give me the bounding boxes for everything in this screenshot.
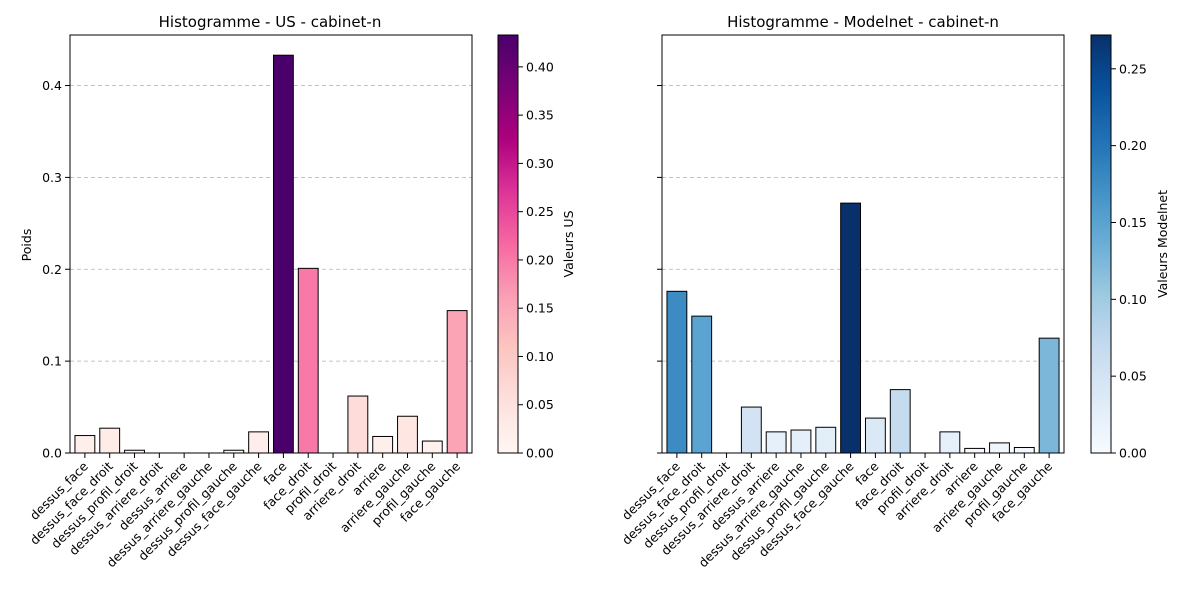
bar-dessus_arriere_droit bbox=[740, 406, 762, 454]
bar-dessus_face bbox=[666, 290, 688, 454]
bar-face_gauche bbox=[1038, 337, 1060, 454]
colorbar-tick-label: 0.15 bbox=[526, 301, 554, 316]
grid-lines bbox=[662, 85, 1064, 362]
colorbar-tick-label: 0.00 bbox=[526, 446, 554, 461]
bar-face bbox=[272, 54, 294, 454]
colorbar-tick-label: 0.30 bbox=[526, 156, 554, 171]
bar-face_droit bbox=[889, 389, 911, 454]
bars-us bbox=[74, 54, 468, 454]
grid-lines bbox=[70, 85, 472, 362]
colorbar-modelnet: 0.00 0.05 0.10 0.15 0.20 0.25 bbox=[1090, 34, 1147, 461]
y-tick-label: 0.4 bbox=[42, 78, 62, 93]
colorbar-us: 0.00 0.05 0.10 0.15 0.20 0.25 0.30 0.35 0.40 bbox=[497, 34, 554, 461]
bar-arriere_droit bbox=[347, 395, 369, 454]
x-ticks-us: dessus_facedessus_face_droitdessus_profi… bbox=[27, 453, 463, 570]
bar-dessus_arriere_gauche bbox=[790, 429, 812, 454]
bar-arriere_gauche bbox=[397, 415, 418, 454]
colorbar-gradient bbox=[497, 34, 519, 454]
bar-face_droit bbox=[297, 267, 319, 454]
colorbar-tick-label: 0.25 bbox=[1119, 61, 1147, 76]
y-tick-label: 0.0 bbox=[42, 446, 62, 461]
colorbar-tick-label: 0.05 bbox=[1119, 369, 1147, 384]
bars-modelnet bbox=[666, 202, 1060, 454]
colorbar-label-us: Valeurs US bbox=[561, 210, 576, 277]
y-ticks-us: 0.0 0.1 0.2 0.3 0.4 bbox=[42, 78, 70, 461]
bar-arriere_droit bbox=[939, 431, 961, 454]
y-axis-label: Poids bbox=[19, 229, 34, 262]
colorbar-tick-label: 0.10 bbox=[1119, 292, 1147, 307]
bar-dessus_face_droit bbox=[691, 315, 713, 454]
y-ticks-modelnet bbox=[657, 85, 662, 454]
chart-title-modelnet: Histogramme - Modelnet - cabinet-n bbox=[727, 13, 999, 31]
colorbar-tick-label: 0.25 bbox=[526, 204, 554, 219]
plot-frame-us bbox=[69, 34, 473, 454]
colorbar-tick-label: 0.20 bbox=[526, 252, 554, 267]
colorbar-tick-label: 0.35 bbox=[526, 108, 554, 123]
bar-arriere bbox=[964, 447, 986, 454]
colorbar-gradient bbox=[1090, 34, 1112, 454]
colorbar-tick-label: 0.15 bbox=[1119, 215, 1147, 230]
bar-profil_gauche bbox=[421, 440, 443, 454]
y-tick-label: 0.2 bbox=[42, 262, 62, 277]
panel-us: Histogramme - US - cabinet-n Poids 0.00.… bbox=[19, 13, 576, 570]
x-ticks-modelnet: dessus_facedessus_face_droitdessus_profi… bbox=[619, 453, 1055, 570]
bar-face bbox=[864, 417, 886, 454]
colorbar-label-modelnet: Valeurs Modelnet bbox=[1155, 190, 1170, 298]
colorbar-tick-label: 0.40 bbox=[526, 59, 554, 74]
bar-dessus_profil_gauche bbox=[815, 426, 837, 454]
colorbar-tick-label: 0.05 bbox=[526, 397, 554, 412]
bar-dessus_arriere bbox=[765, 431, 787, 454]
bar-dessus_face_gauche bbox=[840, 202, 862, 454]
plot-frame-modelnet bbox=[661, 34, 1065, 454]
panel-modelnet: Histogramme - Modelnet - cabinet-n dessu… bbox=[619, 13, 1170, 570]
bar-dessus_face bbox=[74, 435, 96, 454]
y-tick-label: 0.1 bbox=[42, 354, 62, 369]
bar-face_gauche bbox=[446, 310, 468, 454]
bar-dessus_face_gauche bbox=[248, 431, 270, 454]
colorbar-tick-label: 0.00 bbox=[1119, 446, 1147, 461]
chart-title-us: Histogramme - US - cabinet-n bbox=[159, 13, 382, 31]
colorbar-tick-label: 0.10 bbox=[526, 349, 554, 364]
y-tick-label: 0.3 bbox=[42, 170, 62, 185]
bar-dessus_face_droit bbox=[99, 427, 121, 454]
bar-arriere_gauche bbox=[989, 442, 1010, 454]
bar-arriere bbox=[372, 435, 394, 454]
colorbar-tick-label: 0.20 bbox=[1119, 138, 1147, 153]
bar-profil_gauche bbox=[1013, 446, 1035, 454]
